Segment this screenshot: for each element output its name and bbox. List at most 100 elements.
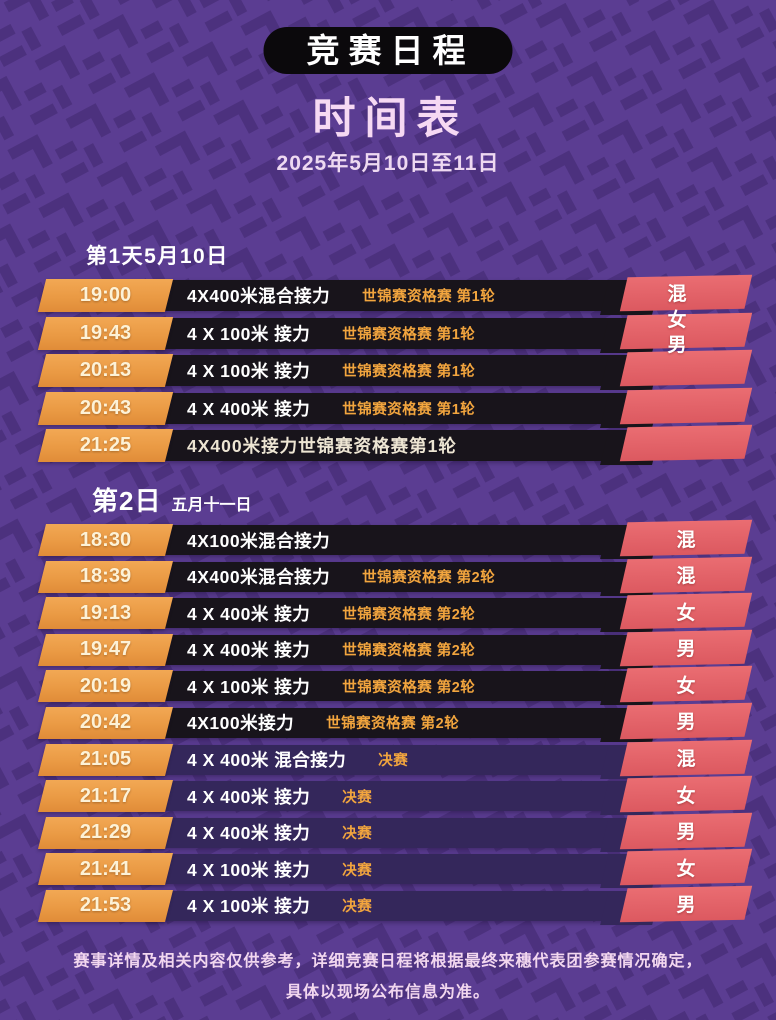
gender-label: 男 bbox=[676, 895, 696, 917]
schedule-row: 19:00 4X400米混合接力 世锦赛资格赛 第1轮 bbox=[0, 274, 776, 315]
event-line: 4X400米接力世锦赛资格赛第1轮 bbox=[187, 429, 616, 462]
event-name: 4 X 400米 接力 bbox=[187, 640, 311, 661]
event-name: 4 X 100米 接力 bbox=[187, 323, 311, 344]
day1-schedule: 19:00 4X400米混合接力 世锦赛资格赛 第1轮 19:43 4 X 10… bbox=[0, 274, 776, 467]
event-name: 4 X 400米 接力 bbox=[187, 823, 311, 844]
header-badge: 竞赛日程 bbox=[263, 27, 513, 74]
event-name: 4 X 100米 接力 bbox=[187, 361, 311, 382]
event-stage: 世锦赛资格赛 第2轮 bbox=[326, 716, 460, 733]
event-line: 4 X 100米 接力 世锦赛资格赛 第1轮 bbox=[187, 317, 616, 350]
disclaimer: 赛事详情及相关内容仅供参考，详细竞赛日程将根据最终来穗代表团参赛情况确定， 具体… bbox=[0, 946, 776, 1008]
event-time: 19:00 bbox=[79, 284, 132, 306]
day2-heading-main: 第2日 bbox=[92, 486, 162, 516]
event-time: 20:42 bbox=[79, 711, 132, 734]
event-time: 18:30 bbox=[79, 528, 132, 551]
header-badge-label: 竞赛日程 bbox=[306, 32, 475, 69]
event-line: 4 X 400米 接力 决赛 bbox=[187, 817, 616, 849]
event-stage: 世锦赛资格赛 第1轮 bbox=[342, 401, 476, 418]
day2-schedule: 18:30 4X100米混合接力 混 18:39 4X400米混合接力 世锦赛资… bbox=[0, 519, 776, 927]
event-name: 4 X 400米 接力 bbox=[187, 786, 311, 807]
event-name: 4 X 100米 接力 bbox=[187, 859, 311, 880]
event-stage: 世锦赛资格赛 第2轮 bbox=[362, 570, 496, 587]
event-line: 4X100米混合接力 bbox=[187, 524, 616, 556]
event-name: 4 X 100米 接力 bbox=[187, 676, 311, 697]
schedule-row: 20:19 4 X 100米 接力 世锦赛资格赛 第2轮 女 bbox=[0, 666, 776, 706]
schedule-row: 19:47 4 X 400米 接力 世锦赛资格赛 第2轮 男 bbox=[0, 629, 776, 669]
schedule-row: 18:39 4X400米混合接力 世锦赛资格赛 第2轮 混 bbox=[0, 556, 776, 596]
schedule-row: 19:13 4 X 400米 接力 世锦赛资格赛 第2轮 女 bbox=[0, 592, 776, 633]
event-stage: 决赛 bbox=[342, 862, 373, 879]
schedule-row: 21:53 4 X 100米 接力 决赛 男 bbox=[0, 885, 776, 925]
event-name: 4X400米接力世锦赛资格赛第1轮 bbox=[187, 436, 457, 457]
event-line: 4X100米接力 世锦赛资格赛 第2轮 bbox=[187, 707, 616, 739]
gender-label: 女 bbox=[676, 675, 696, 697]
gender-label: 女 bbox=[676, 858, 696, 880]
event-name: 4 X 400米 接力 bbox=[187, 603, 311, 624]
day2-heading-sub: 五月十一日 bbox=[171, 497, 252, 514]
event-line: 4X400米混合接力 世锦赛资格赛 第2轮 bbox=[187, 561, 616, 593]
day1-gender-column: 混女男 bbox=[667, 284, 687, 356]
event-line: 4 X 400米 接力 决赛 bbox=[187, 780, 616, 812]
day1-heading: 第1天5月10日 bbox=[86, 245, 229, 268]
event-time: 21:05 bbox=[79, 748, 132, 771]
event-time: 21:41 bbox=[79, 857, 132, 880]
event-line: 4X400米混合接力 世锦赛资格赛 第1轮 bbox=[187, 279, 616, 312]
event-time: 21:17 bbox=[79, 784, 132, 807]
gender-label: 男 bbox=[676, 712, 696, 734]
event-time: 18:39 bbox=[79, 565, 132, 588]
gender-label bbox=[624, 426, 748, 460]
schedule-row: 21:05 4 X 400米 混合接力 决赛 混 bbox=[0, 739, 776, 779]
event-name: 4X400米混合接力 bbox=[187, 567, 331, 588]
schedule-row: 20:13 4 X 100米 接力 世锦赛资格赛 第1轮 bbox=[0, 349, 776, 391]
event-line: 4 X 100米 接力 决赛 bbox=[187, 853, 616, 885]
event-name: 4 X 100米 接力 bbox=[187, 896, 311, 917]
event-stage: 世锦赛资格赛 第1轮 bbox=[342, 364, 476, 381]
event-stage: 世锦赛资格赛 第1轮 bbox=[342, 326, 476, 343]
event-time: 19:47 bbox=[79, 638, 132, 661]
gender-label: 混 bbox=[676, 529, 696, 551]
event-line: 4 X 400米 接力 世锦赛资格赛 第2轮 bbox=[187, 634, 616, 666]
event-line: 4 X 400米 混合接力 决赛 bbox=[187, 744, 616, 776]
schedule-row: 21:17 4 X 400米 接力 决赛 女 bbox=[0, 775, 776, 816]
date-range: 2025年5月10日至11日 bbox=[276, 152, 500, 175]
gender-label: 男 bbox=[676, 822, 696, 844]
event-name: 4X100米接力 bbox=[187, 713, 295, 734]
event-name: 4X400米混合接力 bbox=[187, 286, 331, 306]
day2-heading: 第2日 五月十一日 bbox=[92, 481, 251, 518]
schedule-row: 21:41 4 X 100米 接力 决赛 女 bbox=[0, 849, 776, 889]
schedule-row: 21:25 4X400米接力世锦赛资格赛第1轮 bbox=[0, 425, 776, 466]
gender-label bbox=[624, 389, 748, 423]
event-time: 21:25 bbox=[79, 434, 132, 457]
schedule-row: 21:29 4 X 400米 接力 决赛 男 bbox=[0, 812, 776, 852]
schedule-row: 20:43 4 X 400米 接力 世锦赛资格赛 第1轮 bbox=[0, 387, 776, 428]
event-time: 20:43 bbox=[79, 396, 132, 419]
gender-label: 混 bbox=[676, 566, 696, 588]
event-time: 19:43 bbox=[79, 321, 132, 344]
schedule-row: 20:42 4X100米接力 世锦赛资格赛 第2轮 男 bbox=[0, 702, 776, 742]
event-stage: 世锦赛资格赛 第2轮 bbox=[342, 606, 476, 623]
event-line: 4 X 100米 接力 决赛 bbox=[187, 890, 616, 922]
gender-label: 女 bbox=[676, 602, 696, 624]
event-time: 21:53 bbox=[79, 894, 132, 917]
event-name: 4 X 400米 接力 bbox=[187, 398, 311, 419]
event-line: 4 X 400米 接力 世锦赛资格赛 第1轮 bbox=[187, 392, 616, 425]
disclaimer-line2: 具体以现场公布信息为准。 bbox=[285, 984, 490, 1001]
schedule-row: 19:43 4 X 100米 接力 世锦赛资格赛 第1轮 bbox=[0, 312, 776, 353]
event-stage: 世锦赛资格赛 第1轮 bbox=[362, 289, 496, 305]
event-time: 21:29 bbox=[79, 821, 132, 844]
event-time: 19:13 bbox=[79, 601, 132, 624]
event-line: 4 X 100米 接力 世锦赛资格赛 第2轮 bbox=[187, 670, 616, 702]
event-name: 4 X 400米 混合接力 bbox=[187, 750, 347, 771]
event-stage: 决赛 bbox=[378, 753, 409, 770]
event-line: 4 X 400米 接力 世锦赛资格赛 第2轮 bbox=[187, 597, 616, 629]
event-name: 4X100米混合接力 bbox=[187, 530, 331, 551]
event-stage: 决赛 bbox=[342, 826, 373, 843]
disclaimer-line1: 赛事详情及相关内容仅供参考，详细竞赛日程将根据最终来穗代表团参赛情况确定， bbox=[73, 953, 703, 970]
gender-label: 混 bbox=[676, 749, 696, 771]
event-stage: 世锦赛资格赛 第2轮 bbox=[342, 679, 476, 696]
event-stage: 决赛 bbox=[342, 789, 373, 806]
schedule-row: 18:30 4X100米混合接力 混 bbox=[0, 519, 776, 559]
event-time: 20:13 bbox=[79, 359, 132, 382]
event-line: 4 X 100米 接力 世锦赛资格赛 第1轮 bbox=[187, 354, 616, 387]
page-title: 时间表 bbox=[312, 95, 469, 143]
